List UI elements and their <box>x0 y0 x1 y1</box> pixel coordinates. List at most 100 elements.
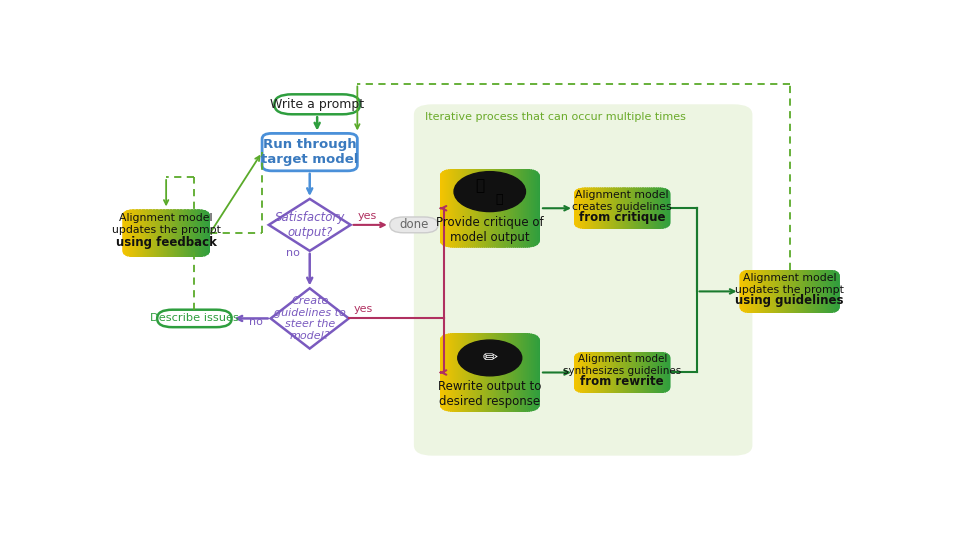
Bar <box>517 168 518 248</box>
Bar <box>600 187 601 229</box>
Bar <box>631 352 632 393</box>
Bar <box>750 269 751 313</box>
Bar <box>615 352 616 393</box>
Bar <box>456 333 457 412</box>
Bar <box>824 269 825 313</box>
Bar <box>497 333 498 412</box>
Bar <box>451 333 453 412</box>
Text: Write a prompt: Write a prompt <box>270 98 364 111</box>
Bar <box>449 333 450 412</box>
Bar <box>522 333 523 412</box>
Bar <box>797 269 798 313</box>
Bar <box>505 168 506 248</box>
Bar <box>444 333 445 412</box>
Bar <box>748 269 749 313</box>
Bar <box>594 187 595 229</box>
Bar <box>757 269 758 313</box>
Bar <box>655 187 656 229</box>
Bar <box>755 269 756 313</box>
Bar <box>608 187 609 229</box>
Bar <box>523 168 524 248</box>
Bar <box>460 333 462 412</box>
Bar <box>475 168 476 248</box>
Bar <box>577 187 578 229</box>
Bar <box>444 333 446 412</box>
Bar <box>822 269 823 313</box>
Bar <box>443 168 444 248</box>
Bar <box>464 333 465 412</box>
Bar <box>656 352 657 393</box>
Bar <box>613 352 614 393</box>
Bar <box>585 187 586 229</box>
Bar <box>625 352 626 393</box>
Bar <box>446 333 447 412</box>
Bar <box>779 269 780 313</box>
Bar <box>514 333 515 412</box>
Bar <box>744 269 745 313</box>
Bar <box>465 168 466 248</box>
Bar <box>616 187 617 229</box>
Bar <box>668 187 670 229</box>
Bar <box>576 187 577 229</box>
Bar <box>465 333 466 412</box>
Bar <box>598 187 599 229</box>
Bar <box>785 269 786 313</box>
Text: yes: yes <box>354 304 373 314</box>
Bar <box>500 168 501 248</box>
Bar <box>498 333 499 412</box>
Bar <box>816 269 817 313</box>
Bar <box>619 352 620 393</box>
Bar <box>796 269 798 313</box>
Bar <box>625 187 627 229</box>
Bar <box>502 333 503 412</box>
Bar <box>508 168 509 248</box>
Bar <box>459 168 460 248</box>
Bar <box>800 269 801 313</box>
Bar <box>444 168 446 248</box>
Bar <box>623 352 625 393</box>
Bar <box>795 269 796 313</box>
Text: Describe issues: Describe issues <box>150 313 239 323</box>
Bar <box>647 352 648 393</box>
Bar <box>668 352 670 393</box>
Bar <box>628 352 629 393</box>
Bar <box>454 168 455 248</box>
Bar <box>630 187 631 229</box>
Bar <box>761 269 762 313</box>
Bar <box>815 269 816 313</box>
Bar <box>610 187 611 229</box>
Bar <box>490 333 491 412</box>
Bar <box>639 187 640 229</box>
Bar <box>745 269 746 313</box>
Bar <box>477 168 478 248</box>
Text: Rewrite output to
desired response: Rewrite output to desired response <box>438 380 541 408</box>
Bar <box>810 269 811 313</box>
Bar <box>640 352 641 393</box>
Bar <box>636 352 637 393</box>
Bar <box>596 187 597 229</box>
Bar <box>533 333 534 412</box>
Bar <box>825 269 826 313</box>
Bar <box>792 269 793 313</box>
Bar <box>763 269 764 313</box>
Bar <box>620 352 621 393</box>
Bar <box>603 352 604 393</box>
Bar <box>634 352 635 393</box>
Bar <box>535 168 536 248</box>
Bar <box>670 187 671 229</box>
Bar <box>527 333 528 412</box>
Bar <box>788 269 789 313</box>
Bar <box>651 187 652 229</box>
Bar <box>792 269 793 313</box>
Bar <box>630 352 631 393</box>
Bar <box>604 352 605 393</box>
Bar <box>745 269 747 313</box>
Bar <box>759 269 760 313</box>
Bar <box>660 187 661 229</box>
Bar <box>784 269 785 313</box>
Bar <box>589 352 590 393</box>
Bar <box>617 352 618 393</box>
Bar <box>496 333 497 412</box>
Bar <box>787 269 788 313</box>
Bar <box>459 333 460 412</box>
